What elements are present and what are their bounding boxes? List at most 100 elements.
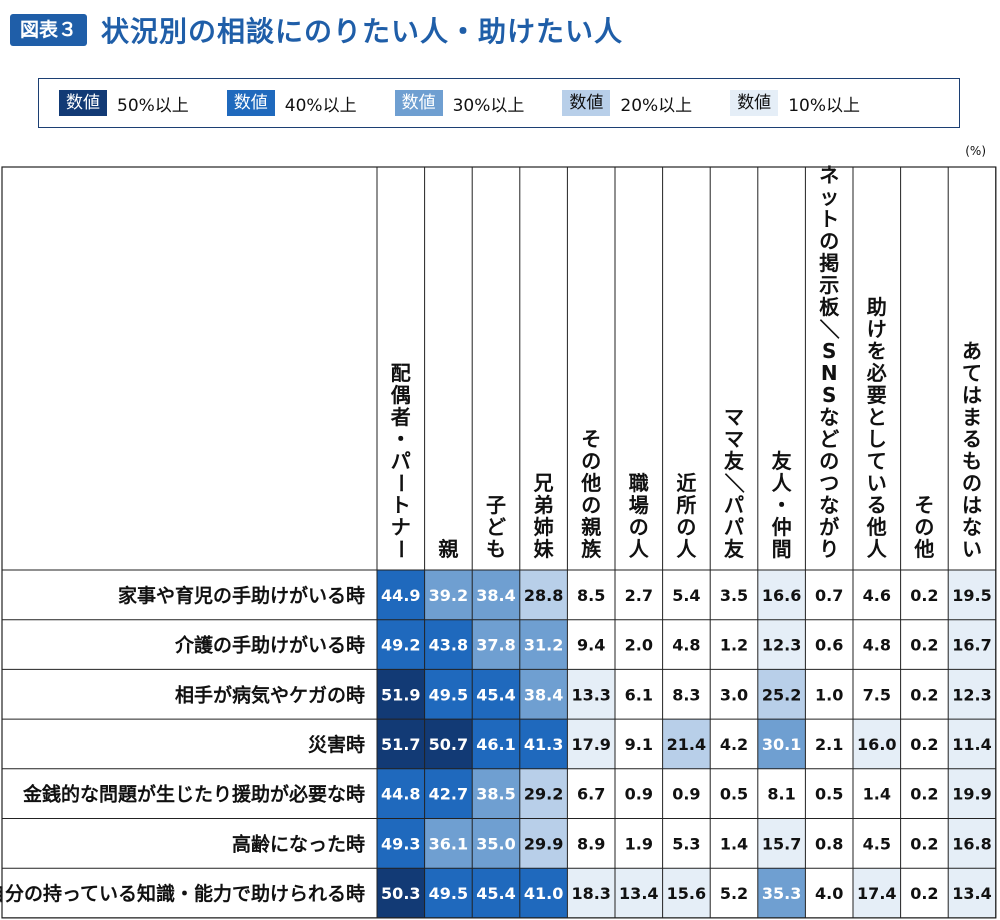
value-cell bbox=[567, 818, 615, 869]
value-label: 0.5 bbox=[815, 785, 843, 804]
value-cell bbox=[757, 818, 806, 869]
column-header-char: ま bbox=[962, 405, 982, 429]
column-header: 子ども bbox=[486, 493, 506, 561]
value-cell bbox=[900, 868, 949, 918]
value-cell bbox=[377, 818, 425, 869]
value-cell bbox=[519, 669, 568, 720]
column-header-char: を bbox=[867, 339, 887, 363]
value-cell bbox=[900, 818, 949, 869]
value-cell bbox=[519, 619, 568, 670]
value-cell bbox=[519, 818, 568, 869]
value-cell bbox=[805, 868, 853, 918]
column-header-char: 偶 bbox=[391, 383, 411, 407]
column-header: ママ友／パパ友 bbox=[722, 405, 746, 561]
value-label: 29.9 bbox=[524, 834, 563, 853]
value-label: 0.7 bbox=[815, 586, 843, 605]
column-header-char: 者 bbox=[390, 405, 411, 429]
value-cell bbox=[710, 868, 758, 918]
column-header-char: の bbox=[819, 449, 839, 473]
value-cell bbox=[948, 719, 996, 769]
column-header-char: 必 bbox=[866, 361, 887, 385]
value-label: 0.2 bbox=[910, 685, 938, 704]
value-cell bbox=[472, 669, 520, 720]
value-label: 6.1 bbox=[625, 685, 653, 704]
column-header-char: あ bbox=[962, 339, 982, 363]
value-label: 4.2 bbox=[720, 735, 748, 754]
value-label: 28.8 bbox=[524, 586, 563, 605]
column-header-char: ・ bbox=[391, 427, 411, 451]
chart-title: 状況別の相談にのりたい人・助けたい人 bbox=[101, 15, 624, 48]
column-header: その他 bbox=[913, 493, 934, 561]
value-label: 2.0 bbox=[625, 636, 653, 655]
column-header-char: ど bbox=[486, 515, 506, 539]
value-label: 1.4 bbox=[720, 834, 748, 853]
column-header-char: つ bbox=[819, 471, 839, 495]
value-label: 17.9 bbox=[571, 735, 610, 754]
figure-label: 図表３ bbox=[10, 14, 88, 46]
value-cell bbox=[805, 669, 853, 720]
value-cell bbox=[805, 619, 853, 670]
value-label: 16.0 bbox=[857, 735, 896, 754]
column-header-char: そ bbox=[914, 493, 934, 517]
column-header-char: 弟 bbox=[534, 493, 554, 517]
legend-label: 30%以上 bbox=[452, 95, 525, 116]
value-label: 4.5 bbox=[863, 834, 891, 853]
value-label: 12.3 bbox=[952, 685, 991, 704]
value-cell bbox=[757, 570, 806, 620]
value-label: 15.7 bbox=[762, 834, 801, 853]
value-label: 6.7 bbox=[577, 785, 605, 804]
value-label: 9.4 bbox=[577, 636, 605, 655]
value-label: 9.1 bbox=[625, 735, 653, 754]
column-header-char: の bbox=[581, 493, 601, 517]
column-header: 友人・仲間 bbox=[772, 449, 793, 561]
column-header-char: 姉 bbox=[534, 515, 554, 539]
value-label: 13.3 bbox=[571, 685, 610, 704]
value-label: 38.5 bbox=[476, 785, 515, 804]
value-label: 1.2 bbox=[720, 636, 748, 655]
value-label: 17.4 bbox=[857, 884, 896, 903]
row-label: 高齢になった時 bbox=[232, 832, 365, 855]
value-cell bbox=[424, 818, 473, 869]
value-label: 0.2 bbox=[910, 834, 938, 853]
value-label: 25.2 bbox=[762, 685, 801, 704]
column-header-char: も bbox=[486, 537, 506, 561]
value-label: 16.8 bbox=[952, 834, 991, 853]
column-header-char: 人 bbox=[772, 471, 793, 495]
value-label: 1.9 bbox=[625, 834, 653, 853]
column-header-char: 兄 bbox=[533, 471, 554, 495]
value-cell bbox=[948, 669, 996, 720]
legend-item-30: 数値 30%以上 bbox=[394, 90, 525, 116]
column-header-char: ナ bbox=[391, 515, 411, 539]
value-label: 38.4 bbox=[476, 586, 515, 605]
legend-chip: 数値 bbox=[59, 90, 107, 116]
row-label: 家事や育児の手助けがいる時 bbox=[118, 584, 365, 607]
value-cell bbox=[900, 669, 949, 720]
value-label: 0.2 bbox=[910, 785, 938, 804]
column-header-char: ／ bbox=[722, 473, 746, 493]
column-header-char: 要 bbox=[867, 383, 887, 407]
column-header-char: 間 bbox=[772, 537, 792, 561]
value-label: 49.5 bbox=[429, 884, 468, 903]
value-cell bbox=[710, 768, 758, 819]
value-label: 8.3 bbox=[672, 685, 700, 704]
legend-item-10: 数値 10%以上 bbox=[730, 90, 860, 116]
value-cell bbox=[615, 719, 663, 769]
value-cell bbox=[900, 570, 949, 620]
column-header-char: の bbox=[962, 471, 982, 495]
column-header-char: し bbox=[867, 427, 887, 451]
value-cell bbox=[853, 818, 901, 869]
legend-chip: 数値 bbox=[226, 90, 275, 116]
column-header-char: 族 bbox=[581, 537, 602, 561]
legend: 数値 50%以上 数値 40%以上 数値 30%以上 数値 20%以上 数値 1… bbox=[38, 78, 960, 128]
value-cell bbox=[900, 719, 949, 769]
value-label: 44.9 bbox=[381, 586, 420, 605]
column-header-char: 場 bbox=[629, 493, 649, 517]
column-header-char: 他 bbox=[913, 537, 934, 561]
value-label: 0.2 bbox=[910, 586, 938, 605]
value-label: 45.4 bbox=[476, 884, 515, 903]
value-label: 38.4 bbox=[524, 685, 563, 704]
column-header-char: け bbox=[867, 317, 887, 341]
value-cell bbox=[567, 719, 615, 769]
